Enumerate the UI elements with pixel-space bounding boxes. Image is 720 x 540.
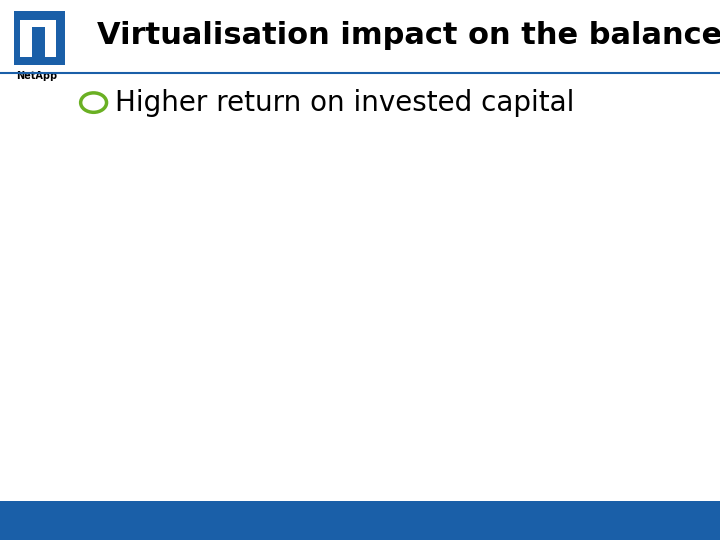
Text: NetApp: NetApp — [16, 71, 57, 82]
Text: © 2008 NetApp.  All rights reserved.: © 2008 NetApp. All rights reserved. — [14, 514, 243, 527]
Text: Higher return on invested capital: Higher return on invested capital — [115, 89, 575, 117]
Text: 18: 18 — [690, 514, 706, 527]
Text: Virtualisation impact on the balance sheet: Virtualisation impact on the balance she… — [97, 21, 720, 50]
